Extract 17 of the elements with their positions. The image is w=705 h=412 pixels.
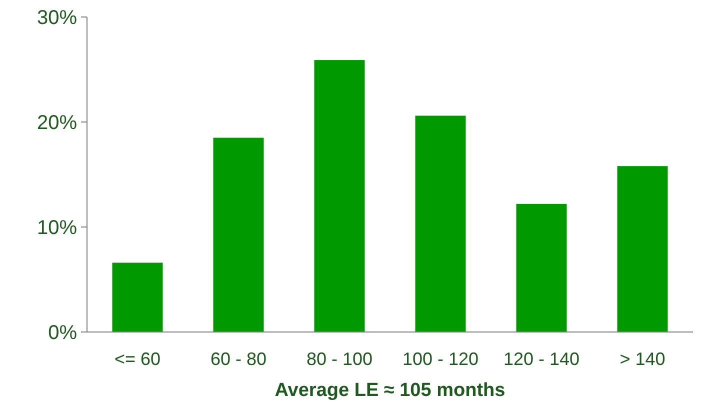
y-tick-label: 30% <box>36 7 78 29</box>
bar <box>213 138 264 332</box>
y-tick-label: 0% <box>48 322 78 344</box>
bar <box>314 60 365 332</box>
x-tick-label: > 140 <box>620 349 666 369</box>
x-tick-label: <= 60 <box>114 349 161 369</box>
x-tick-label: 100 - 120 <box>402 349 479 369</box>
bar <box>617 166 668 332</box>
x-tick-label: 80 - 100 <box>306 349 373 369</box>
bar <box>112 262 163 332</box>
y-tick-label: 10% <box>36 217 78 239</box>
x-axis-title: Average LE ≈ 105 months <box>274 380 506 401</box>
x-tick-label: 120 - 140 <box>503 349 580 369</box>
x-tick-label: 60 - 80 <box>210 349 267 369</box>
y-tick-label: 20% <box>36 112 78 134</box>
bar <box>415 116 466 332</box>
bar <box>516 204 567 332</box>
